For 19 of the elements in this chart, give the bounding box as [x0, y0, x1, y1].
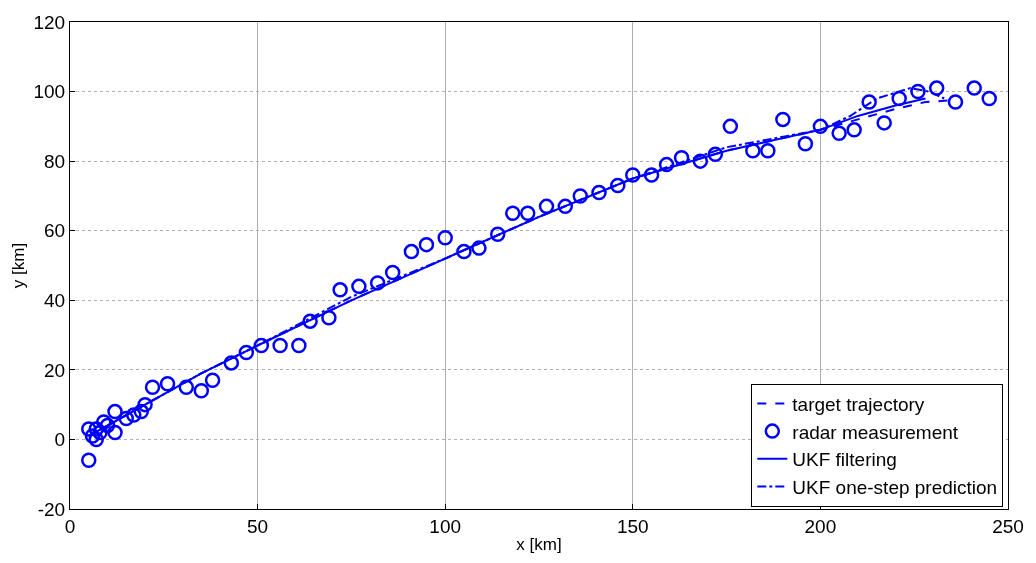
x-tick-label: 200 — [804, 515, 837, 537]
y-tick-label: 60 — [44, 220, 66, 242]
y-tick-label: -20 — [37, 498, 66, 520]
legend-label: radar measurement — [792, 421, 959, 443]
legend-label: UKF filtering — [792, 449, 897, 471]
y-tick-label: 20 — [44, 359, 66, 381]
legend-label: target trajectory — [792, 393, 925, 415]
y-tick-label: 80 — [44, 150, 66, 172]
x-tick-label: 250 — [992, 515, 1024, 537]
y-axis-title: y [km] — [9, 242, 29, 289]
x-tick-label: 100 — [429, 515, 462, 537]
legend-label: UKF one-step prediction — [792, 476, 998, 498]
x-axis-title: x [km] — [516, 535, 562, 555]
y-tick-label: 0 — [54, 429, 66, 451]
x-tick-label: 50 — [247, 515, 269, 537]
y-tick-label: 100 — [33, 81, 66, 103]
y-tick-label: 120 — [33, 11, 66, 33]
x-tick-label: 150 — [616, 515, 649, 537]
y-tick-label: 40 — [44, 289, 66, 311]
